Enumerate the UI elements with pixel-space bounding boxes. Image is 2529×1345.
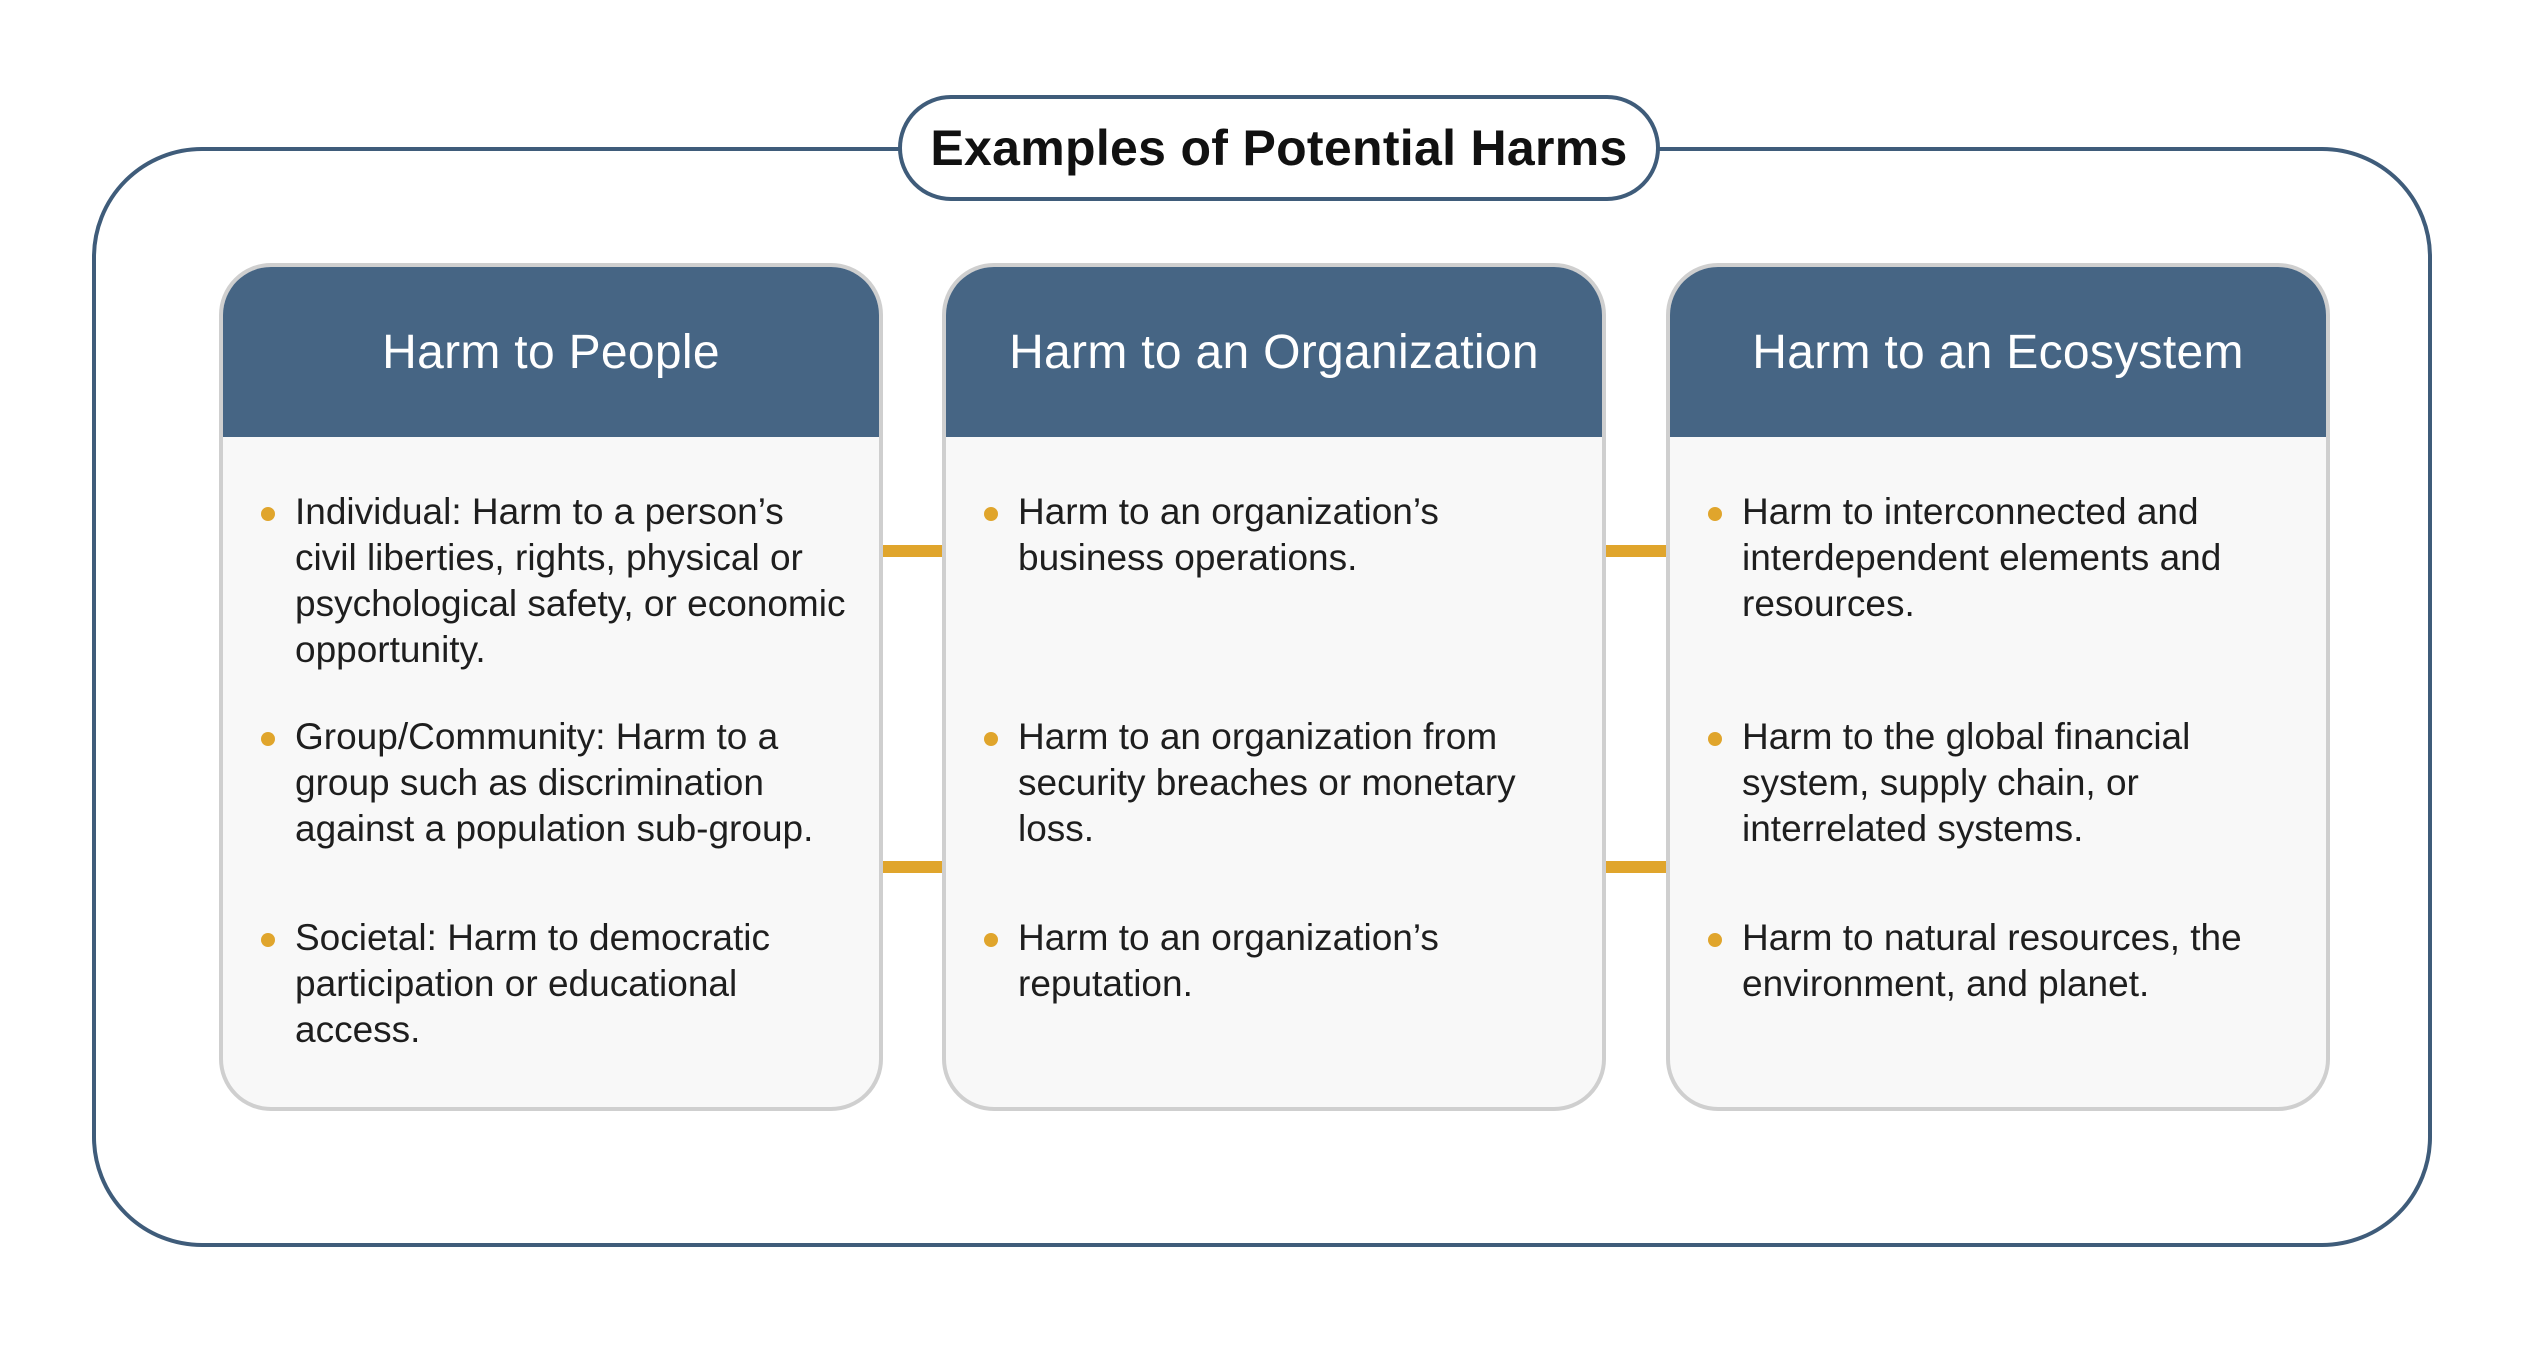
card-header: Harm to an Organization (946, 267, 1602, 437)
list-item-text: Harm to an organization’s reputation. (1018, 917, 1439, 1004)
bullet-dot-icon (1708, 507, 1722, 521)
list-item-text: Harm to the global financial system, sup… (1742, 716, 2191, 849)
bullet-dot-icon (1708, 732, 1722, 746)
bullet-dot-icon (984, 732, 998, 746)
list-item: Harm to an organization from security br… (984, 714, 1582, 852)
bullet-dot-icon (261, 507, 275, 521)
card-header: Harm to People (223, 267, 879, 437)
list-item: Societal: Harm to democratic participati… (261, 915, 859, 1053)
list-item-text: Group/Community: Harm to a group such as… (295, 716, 814, 849)
list-item-text: Harm to an organization from security br… (1018, 716, 1516, 849)
list-item: Harm to the global financial system, sup… (1708, 714, 2306, 852)
bullet-dot-icon (261, 732, 275, 746)
list-item-text: Individual: Harm to a person’s civil lib… (295, 491, 846, 670)
list-item: Harm to an organization’s business opera… (984, 489, 1582, 581)
bullet-dot-icon (261, 933, 275, 947)
bullet-dot-icon (984, 933, 998, 947)
bullet-dot-icon (1708, 933, 1722, 947)
list-item-text: Societal: Harm to democratic participati… (295, 917, 771, 1050)
list-item: Harm to an organization’s reputation. (984, 915, 1582, 1007)
card-title: Harm to an Ecosystem (1752, 325, 2244, 379)
list-item: Harm to natural resources, the environme… (1708, 915, 2306, 1007)
list-item: Individual: Harm to a person’s civil lib… (261, 489, 859, 673)
card-header: Harm to an Ecosystem (1670, 267, 2326, 437)
connector-people-org-top (882, 545, 942, 557)
card-harm-to-organization: Harm to an Organization Harm to an organ… (942, 263, 1606, 1111)
title-pill: Examples of Potential Harms (898, 95, 1660, 201)
list-item-text: Harm to interconnected and interdependen… (1742, 491, 2222, 624)
connector-people-org-bottom (882, 861, 942, 873)
list-item-text: Harm to natural resources, the environme… (1742, 917, 2242, 1004)
card-title: Harm to an Organization (1009, 325, 1539, 379)
diagram-title: Examples of Potential Harms (930, 120, 1628, 176)
card-harm-to-people: Harm to People Individual: Harm to a per… (219, 263, 883, 1111)
card-title: Harm to People (382, 325, 720, 379)
connector-org-ecosystem-top (1604, 545, 1666, 557)
connector-org-ecosystem-bottom (1604, 861, 1666, 873)
list-item-text: Harm to an organization’s business opera… (1018, 491, 1439, 578)
list-item: Harm to interconnected and interdependen… (1708, 489, 2306, 627)
list-item: Group/Community: Harm to a group such as… (261, 714, 859, 852)
card-harm-to-ecosystem: Harm to an Ecosystem Harm to interconnec… (1666, 263, 2330, 1111)
bullet-dot-icon (984, 507, 998, 521)
